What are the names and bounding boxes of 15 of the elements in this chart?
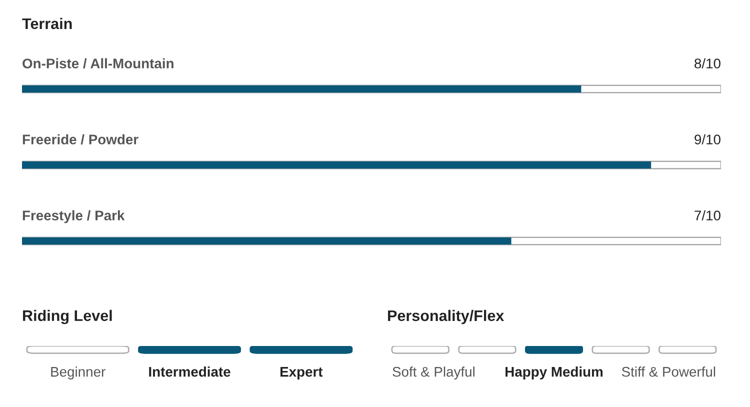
data-label: 7/10 xyxy=(694,210,720,220)
category-label: Intermediate xyxy=(149,366,230,377)
category-label: Freeride / Powder xyxy=(22,134,138,145)
category-label: Happy Medium xyxy=(506,366,603,380)
text: Riding Level xyxy=(23,310,112,324)
category-label: On-Piste / All-Mountain xyxy=(22,58,174,69)
category-label: Expert xyxy=(280,367,323,380)
data-label: 9/10 xyxy=(694,134,720,144)
category-label: Beginner xyxy=(51,366,106,380)
data-label: 8/10 xyxy=(694,58,720,68)
category-label: Freestyle / Park xyxy=(22,210,125,224)
category-label: Stiff & Powerful xyxy=(622,366,716,377)
category-label: Soft & Playful xyxy=(392,366,474,380)
text: Personality/Flex xyxy=(388,310,504,324)
chart-title: Terrain xyxy=(22,18,72,30)
